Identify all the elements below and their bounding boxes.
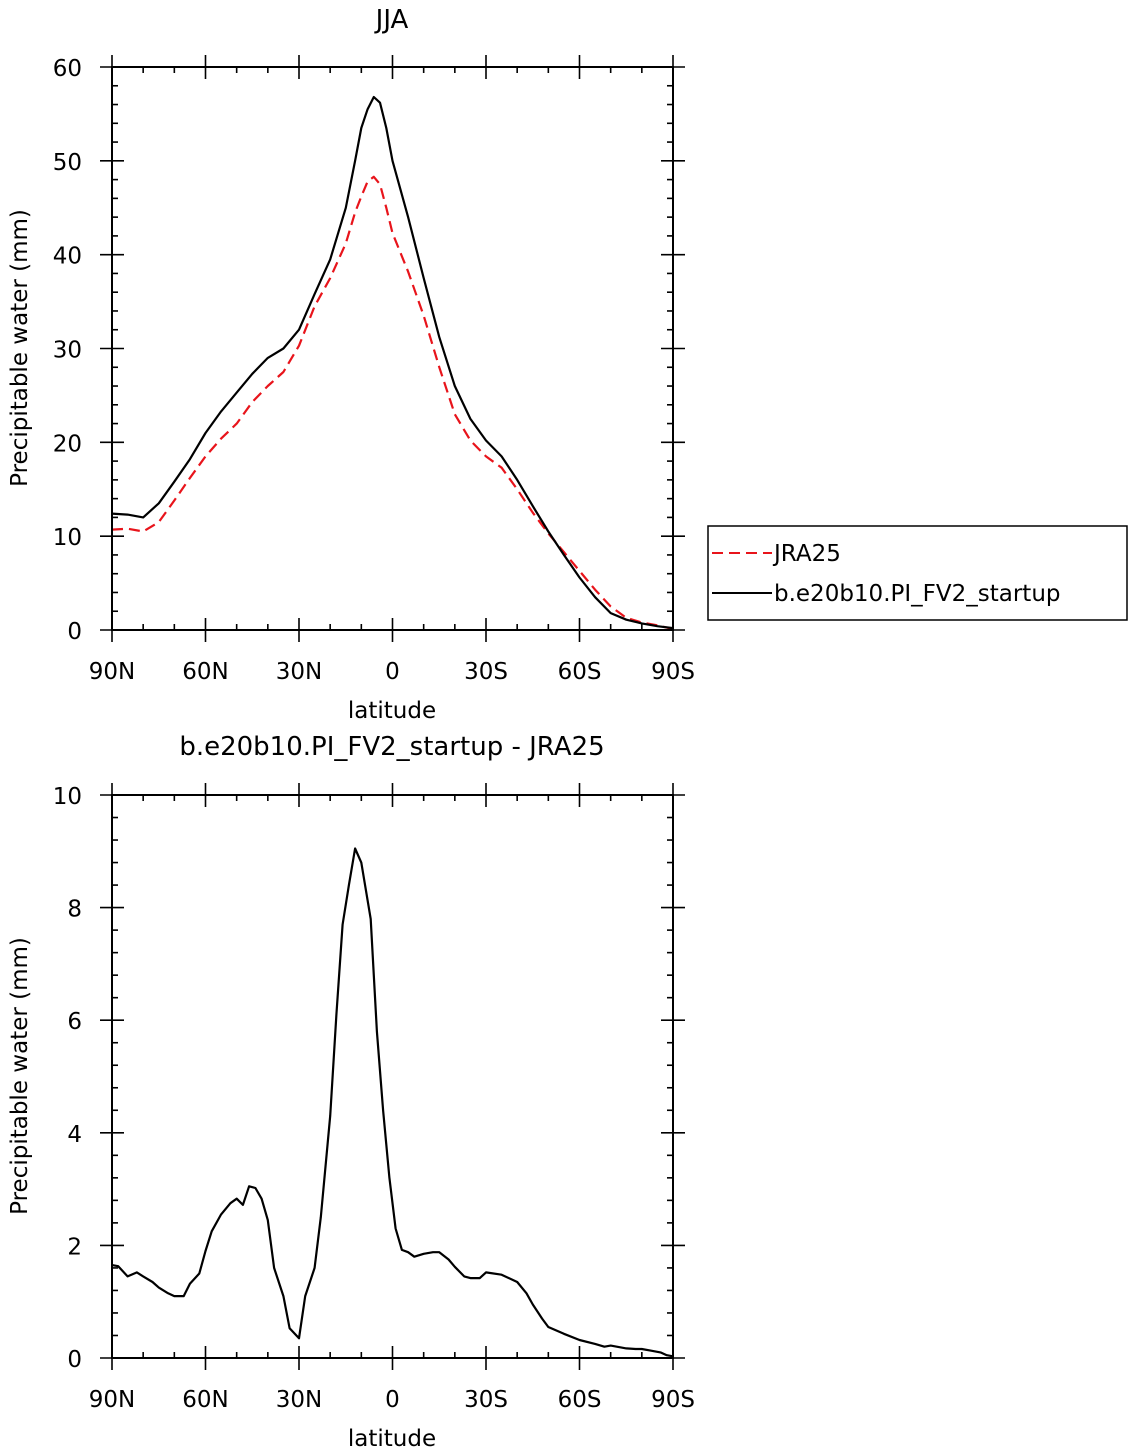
y-tick-label-0: 40 <box>53 244 82 270</box>
x-tick-label-0: 90N <box>89 659 135 685</box>
y-tick-label-1: 4 <box>67 1122 82 1148</box>
y-tick-label-0: 0 <box>67 619 82 645</box>
x-tick-label-0: 30N <box>276 659 322 685</box>
legend-label-jra25: JRA25 <box>772 541 841 567</box>
y-tick-label-1: 2 <box>67 1234 82 1260</box>
plot-frame-1 <box>111 794 674 1359</box>
x-tick-label-1: 90S <box>651 1387 695 1413</box>
x-tick-label-0: 60N <box>182 659 228 685</box>
series-line-1-0 <box>111 847 674 1358</box>
top-y-axis-label: Precipitable water (mm) <box>7 209 33 487</box>
bottom-x-axis-label: latitude <box>348 1426 436 1452</box>
legend: JRA25 b.e20b10.PI_FV2_startup <box>707 525 1128 621</box>
x-tick-label-1: 60S <box>558 1387 602 1413</box>
y-tick-label-1: 6 <box>67 1009 82 1035</box>
plot-frame-0 <box>111 66 674 631</box>
series-line-0-1 <box>111 95 674 630</box>
x-tick-label-0: 60S <box>558 659 602 685</box>
x-tick-label-0: 90S <box>651 659 695 685</box>
bottom-y-axis-label: Precipitable water (mm) <box>7 937 33 1215</box>
y-tick-label-0: 10 <box>53 525 82 551</box>
y-tick-label-1: 0 <box>67 1347 82 1373</box>
x-tick-label-0: 0 <box>385 659 400 685</box>
top-x-axis-label: latitude <box>348 698 436 724</box>
y-tick-label-0: 20 <box>53 431 82 457</box>
legend-label-model: b.e20b10.PI_FV2_startup <box>774 581 1061 607</box>
top-chart-title: JJA <box>374 5 409 35</box>
series-line-0-0 <box>111 175 674 631</box>
y-tick-label-0: 60 <box>53 56 82 82</box>
y-tick-label-0: 50 <box>53 150 82 176</box>
x-tick-label-1: 0 <box>385 1387 400 1413</box>
x-tick-label-0: 30S <box>464 659 508 685</box>
legend-box <box>707 525 1128 621</box>
x-tick-label-1: 90N <box>89 1387 135 1413</box>
x-tick-label-1: 30S <box>464 1387 508 1413</box>
top-panel: JJA latitude Precipitable water (mm) 90N… <box>7 5 695 724</box>
y-tick-label-0: 30 <box>53 338 82 364</box>
y-tick-label-1: 8 <box>67 897 82 923</box>
x-tick-label-1: 30N <box>276 1387 322 1413</box>
bottom-chart-title: b.e20b10.PI_FV2_startup - JRA25 <box>179 732 604 762</box>
x-tick-label-1: 60N <box>182 1387 228 1413</box>
bottom-panel: b.e20b10.PI_FV2_startup - JRA25 latitude… <box>7 732 695 1452</box>
y-tick-label-1: 10 <box>53 784 82 810</box>
